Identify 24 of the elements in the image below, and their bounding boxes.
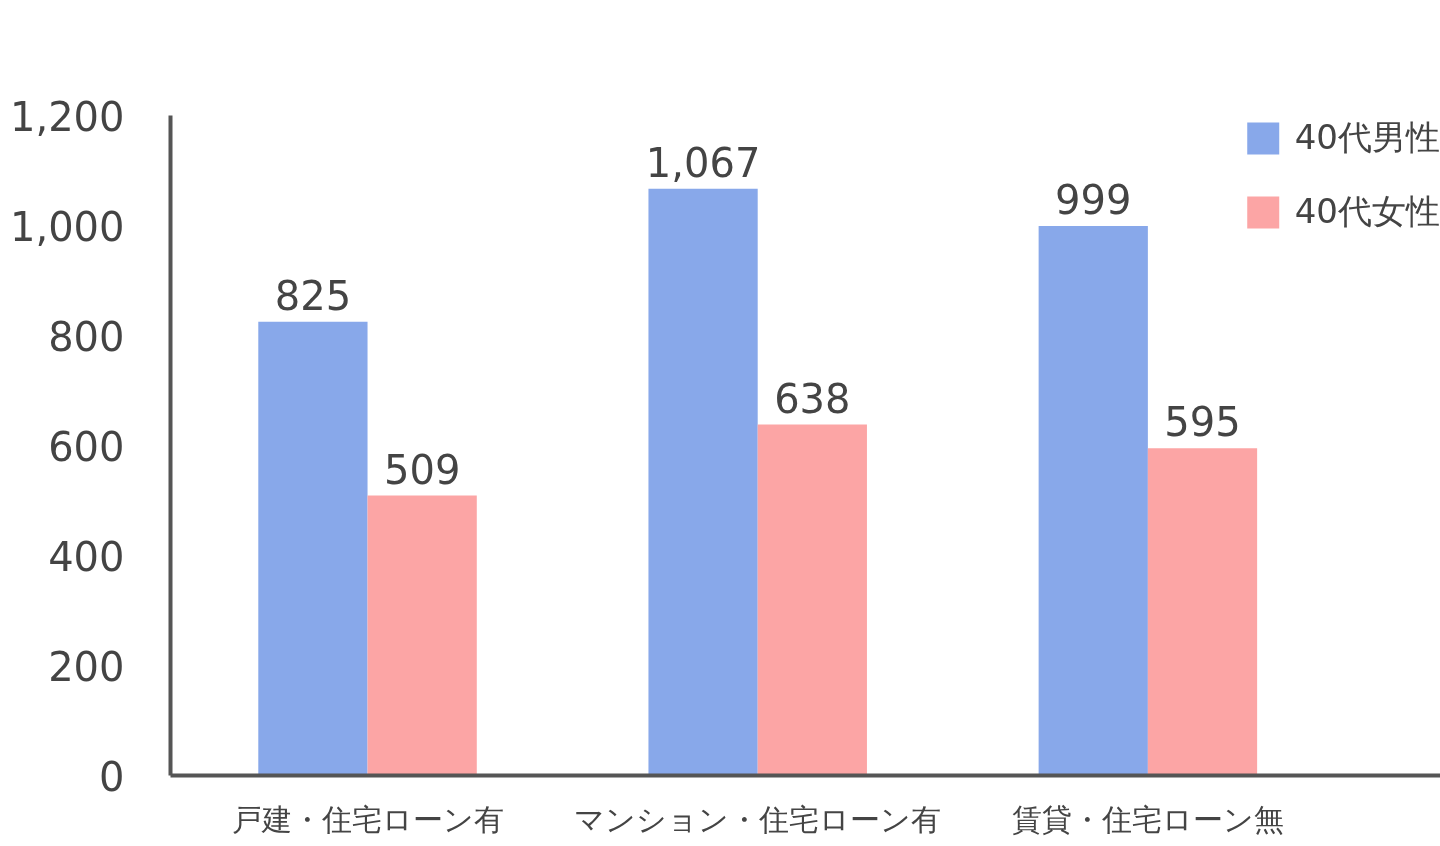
bar [1038,226,1148,776]
y-tick-label: 400 [48,533,125,580]
y-tick-label: 1,000 [9,203,125,250]
data-label: 1,067 [645,139,761,186]
bar [648,188,758,776]
bar [258,321,368,776]
data-label: 825 [274,272,352,319]
y-tick-label: 600 [48,423,125,470]
bar [757,424,867,776]
y-tick-label: 800 [48,313,125,360]
data-label: 638 [774,375,851,422]
x-tick-label: 賃貸・住宅ローン無 [1011,801,1284,837]
legend-label: 40代男性 [1294,116,1440,159]
legend-label: 40代女性 [1294,190,1440,233]
bar [1147,448,1258,776]
data-label: 509 [383,446,461,493]
y-tick-label: 1,200 [9,93,125,140]
x-tick-label: マンション・住宅ローン有 [574,801,942,837]
y-tick-label: 0 [99,753,125,800]
y-tick-label: 200 [48,643,125,690]
data-label: 999 [1055,177,1132,224]
bar [367,495,477,776]
data-label: 595 [1164,399,1241,446]
x-tick-label: 戸建・住宅ローン有 [231,801,504,837]
